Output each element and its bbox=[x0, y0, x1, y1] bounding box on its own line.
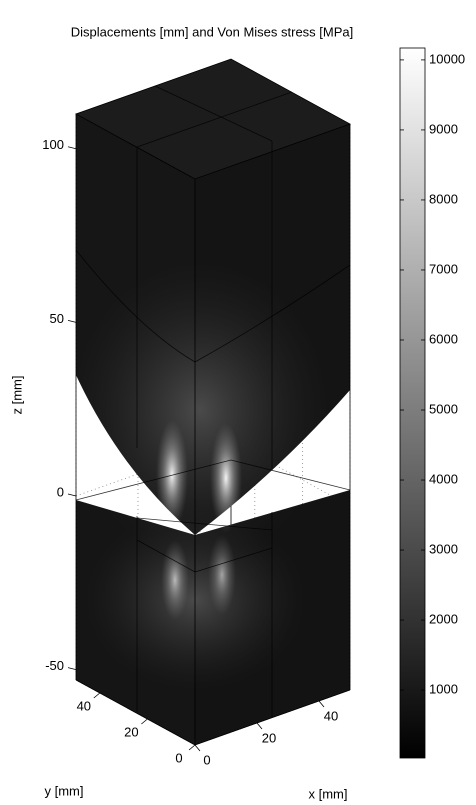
tick-mark bbox=[189, 745, 195, 750]
z-tick-label: 100 bbox=[42, 137, 64, 152]
colorbar-tick-label: 1000 bbox=[429, 682, 458, 697]
colorbar bbox=[400, 48, 425, 758]
colorbar-tick-label: 6000 bbox=[429, 331, 458, 346]
tick-mark bbox=[257, 723, 262, 729]
tick-mark bbox=[319, 701, 324, 707]
z-tick-label: 50 bbox=[50, 311, 64, 326]
tick-mark bbox=[68, 320, 76, 322]
tick-mark bbox=[68, 494, 76, 496]
colorbar-tick-label: 8000 bbox=[429, 191, 458, 206]
z-tick-label: 0 bbox=[57, 484, 64, 499]
colorbar-tick-label: 10000 bbox=[429, 51, 465, 66]
x-tick-label: 20 bbox=[262, 730, 276, 745]
colorbar-tick-label: 4000 bbox=[429, 471, 458, 486]
stress-glow bbox=[161, 540, 189, 620]
colorbar-tick-label: 2000 bbox=[429, 611, 458, 626]
z-tick-label: -50 bbox=[45, 658, 64, 673]
y-tick-label: 40 bbox=[77, 698, 91, 713]
solid-body bbox=[70, 59, 350, 745]
z-axis-label: z [mm] bbox=[9, 376, 24, 415]
x-axis-label: x [mm] bbox=[309, 786, 348, 801]
stress-glow bbox=[208, 535, 236, 615]
figure: Displacements [mm] and Von Mises stress … bbox=[0, 0, 476, 805]
y-axis-label: y [mm] bbox=[45, 783, 84, 798]
stress-glow bbox=[210, 423, 242, 533]
colorbar-tick-label: 5000 bbox=[429, 401, 458, 416]
tick-mark bbox=[94, 693, 100, 698]
tick-mark bbox=[195, 745, 200, 751]
x-tick-label: 0 bbox=[203, 752, 210, 767]
y-tick-label: 0 bbox=[175, 750, 182, 765]
tick-mark bbox=[68, 668, 76, 670]
x-tick-label: 40 bbox=[324, 708, 338, 723]
colorbar-tick-label: 9000 bbox=[429, 121, 458, 136]
colorbar-tick-label: 7000 bbox=[429, 261, 458, 276]
chart-title: Displacements [mm] and Von Mises stress … bbox=[71, 24, 353, 39]
y-tick-label: 20 bbox=[124, 724, 138, 739]
tick-mark bbox=[68, 147, 76, 149]
tick-mark bbox=[141, 719, 147, 724]
colorbar-tick-label: 3000 bbox=[429, 541, 458, 556]
